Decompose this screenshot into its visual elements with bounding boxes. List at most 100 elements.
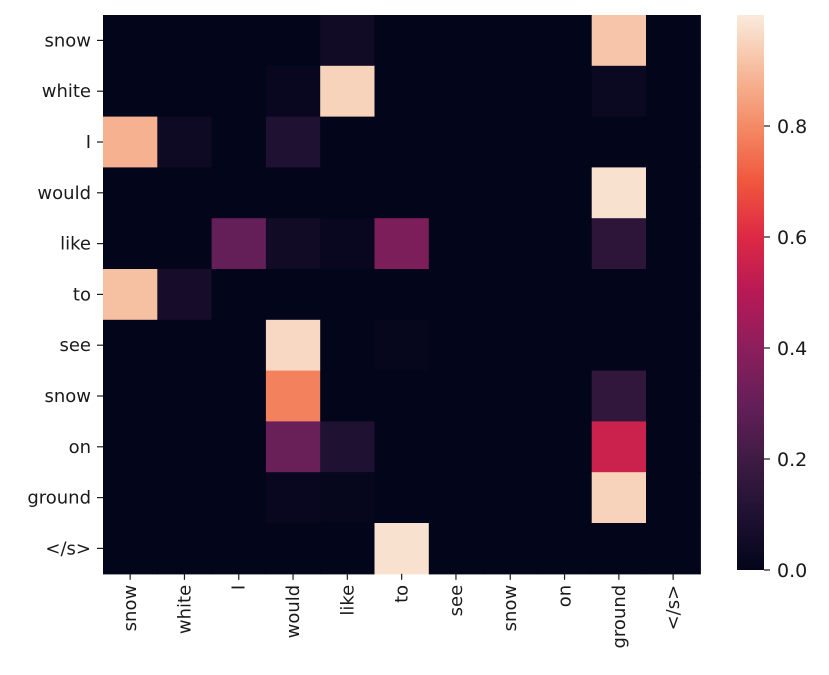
heatmap-cell <box>211 167 267 219</box>
heatmap-cell <box>211 421 267 473</box>
heatmap-cell <box>537 472 593 524</box>
heatmap-cell <box>103 15 158 67</box>
heatmap-cell <box>320 319 376 372</box>
heatmap-cell <box>646 269 701 321</box>
heatmap-cell <box>103 269 158 321</box>
heatmap-cell <box>483 523 538 575</box>
heatmap-cell <box>157 269 213 321</box>
heatmap-cell <box>591 15 647 67</box>
heatmap-cell <box>483 15 538 67</box>
heatmap-cell <box>265 167 321 219</box>
colorbar-tick-label: 0.6 <box>777 227 807 249</box>
heatmap-cell <box>157 421 213 473</box>
x-tick-label: snow <box>120 585 141 632</box>
heatmap-cell <box>211 218 267 270</box>
heatmap-cell <box>428 370 484 422</box>
x-tick-label: like <box>337 585 358 616</box>
y-tick-label: snow <box>44 30 91 51</box>
y-tick-label: white <box>42 81 91 102</box>
x-tick-label: I <box>229 585 250 590</box>
heatmap-cell <box>428 319 484 372</box>
heatmap-cell <box>320 472 376 524</box>
heatmap-cell <box>483 421 538 473</box>
heatmap-cell <box>591 167 647 219</box>
heatmap-cell <box>374 167 430 219</box>
heatmap-cell <box>103 319 158 372</box>
heatmap-cell <box>103 370 158 422</box>
heatmap-cell <box>537 218 593 270</box>
heatmap-cell <box>320 218 376 270</box>
heatmap-cell <box>157 15 213 67</box>
heatmap-cell <box>483 269 538 321</box>
heatmap-cell <box>374 269 430 321</box>
colorbar-tick-label: 0.2 <box>777 449 807 471</box>
heatmap-cell <box>211 269 267 321</box>
heatmap-cell <box>157 116 213 168</box>
heatmap-cell <box>103 218 158 270</box>
heatmap-cell <box>483 218 538 270</box>
heatmap-cell <box>157 218 213 270</box>
heatmap-cell <box>103 116 158 168</box>
x-tick-label: would <box>283 585 304 639</box>
heatmap-cell <box>265 15 321 67</box>
y-tick-label: like <box>60 234 91 255</box>
heatmap-cell <box>157 167 213 219</box>
colorbar-gradient <box>737 15 764 570</box>
y-tick-label: on <box>69 437 91 458</box>
heatmap-cell <box>428 421 484 473</box>
heatmap-cell <box>265 523 321 575</box>
heatmap-cell <box>537 15 593 67</box>
heatmap-cell <box>320 167 376 219</box>
heatmap-cell <box>646 218 701 270</box>
heatmap-cell <box>483 167 538 219</box>
heatmap-cell <box>537 116 593 168</box>
heatmap-cell <box>374 218 430 270</box>
heatmap-cell <box>591 523 647 575</box>
heatmap-cell <box>591 218 647 270</box>
heatmap-cell <box>320 116 376 168</box>
heatmap-cell <box>265 472 321 524</box>
heatmap-cell <box>374 370 430 422</box>
heatmap-cell <box>211 15 267 67</box>
heatmap-cell <box>591 319 647 372</box>
colorbar-tick-label: 0.8 <box>777 116 807 138</box>
heatmap-cell <box>211 472 267 524</box>
heatmap-cell <box>483 370 538 422</box>
heatmap-cell <box>103 167 158 219</box>
heatmap-cell <box>265 421 321 473</box>
heatmap-cell <box>428 269 484 321</box>
heatmap-cell <box>428 65 484 118</box>
heatmap-cell <box>591 421 647 473</box>
heatmap-cell <box>157 523 213 575</box>
heatmap-cell <box>537 523 593 575</box>
heatmap-cell <box>646 15 701 67</box>
heatmap-cell <box>320 370 376 422</box>
x-tick-label: to <box>392 585 413 603</box>
heatmap-cell <box>320 65 376 118</box>
heatmap-cell <box>483 472 538 524</box>
heatmap-cell <box>265 370 321 422</box>
heatmap-cell <box>103 65 158 118</box>
heatmap-cell <box>483 65 538 118</box>
heatmap-cell <box>374 319 430 372</box>
colorbar-tick-label: 0.0 <box>777 560 807 582</box>
heatmap-cell <box>374 65 430 118</box>
x-tick-label: </s> <box>663 585 684 631</box>
heatmap-cells <box>103 15 701 575</box>
heatmap-cell <box>537 370 593 422</box>
x-tick-label: ground <box>609 585 630 649</box>
heatmap-cell <box>211 116 267 168</box>
colorbar: 0.0 0.2 0.4 0.6 0.8 <box>737 15 807 582</box>
heatmap-cell <box>428 523 484 575</box>
x-tick-label: on <box>555 585 576 607</box>
heatmap-cell <box>320 523 376 575</box>
heatmap-cell <box>646 167 701 219</box>
heatmap-cell <box>537 65 593 118</box>
heatmap-cell <box>320 269 376 321</box>
heatmap-cell <box>428 218 484 270</box>
heatmap-cell <box>103 421 158 473</box>
y-tick-label: I <box>86 132 91 153</box>
y-tick-label: would <box>37 183 91 204</box>
heatmap-cell <box>537 269 593 321</box>
